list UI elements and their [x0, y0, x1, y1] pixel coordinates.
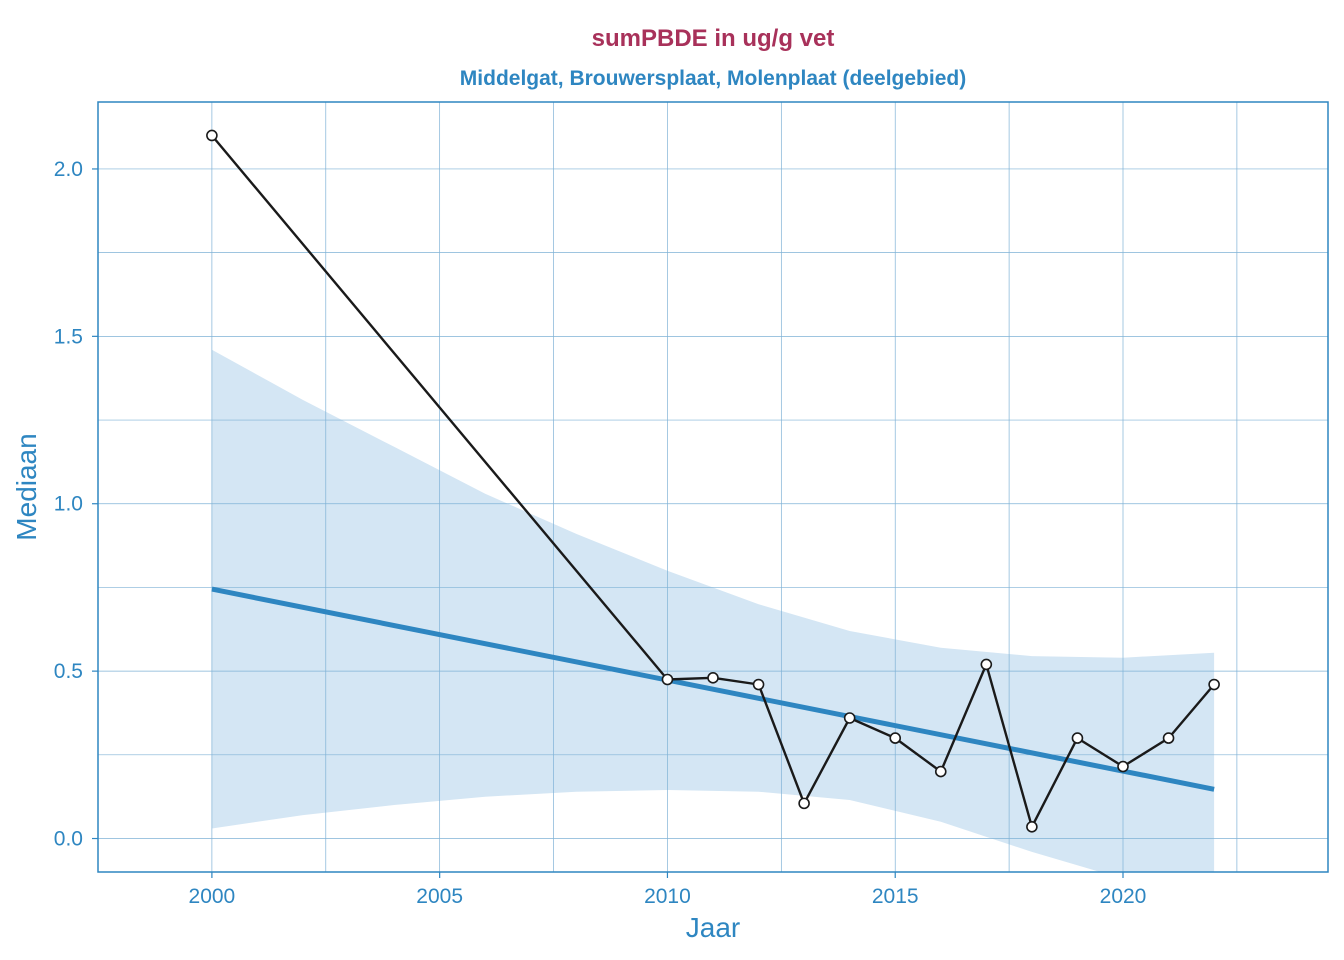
data-point — [707, 672, 719, 684]
data-point — [752, 678, 765, 691]
data-point — [206, 129, 218, 142]
data-point — [1026, 821, 1038, 833]
y-tick-label: 0.0 — [54, 828, 83, 851]
y-tick-layer: 0.0 0.5 1.0 1.5 2.0 — [54, 158, 98, 851]
data-point — [1117, 760, 1129, 773]
y-tick-label: 0.5 — [54, 660, 83, 683]
y-tick-label: 1.5 — [54, 325, 83, 348]
data-point — [798, 797, 810, 810]
data-point — [934, 765, 947, 778]
data-point — [980, 658, 993, 671]
chart-subtitle: Middelgat, Brouwersplaat, Molenplaat (de… — [460, 67, 966, 90]
x-axis-label: Jaar — [686, 912, 740, 943]
trend-line — [211, 586, 1215, 792]
data-point — [661, 673, 674, 686]
x-tick-layer: 2000 2005 2010 2015 2020 — [189, 872, 1147, 908]
x-tick-label: 2020 — [1100, 885, 1147, 908]
series-line — [210, 134, 1216, 828]
data-point — [1162, 732, 1175, 744]
y-axis-label: Mediaan — [11, 433, 42, 540]
data-point — [1208, 678, 1220, 691]
series-layer — [206, 129, 1220, 833]
confidence-band — [211, 349, 1215, 872]
plot-border — [97, 101, 1329, 873]
data-point — [843, 712, 856, 724]
grid-layer — [98, 102, 1328, 872]
plot-area — [98, 102, 1328, 872]
y-tick-label: 2.0 — [54, 158, 83, 181]
x-tick-label: 2005 — [416, 885, 463, 908]
x-tick-label: 2010 — [644, 885, 691, 908]
x-tick-label: 2015 — [872, 885, 919, 908]
data-point — [889, 732, 902, 744]
data-point — [1071, 732, 1084, 744]
chart-title: sumPBDE in ug/g vet — [592, 25, 835, 52]
trend-layer — [211, 586, 1215, 792]
y-tick-label: 1.0 — [54, 493, 83, 516]
confidence-band-layer — [211, 349, 1215, 872]
x-tick-label: 2000 — [189, 885, 236, 908]
